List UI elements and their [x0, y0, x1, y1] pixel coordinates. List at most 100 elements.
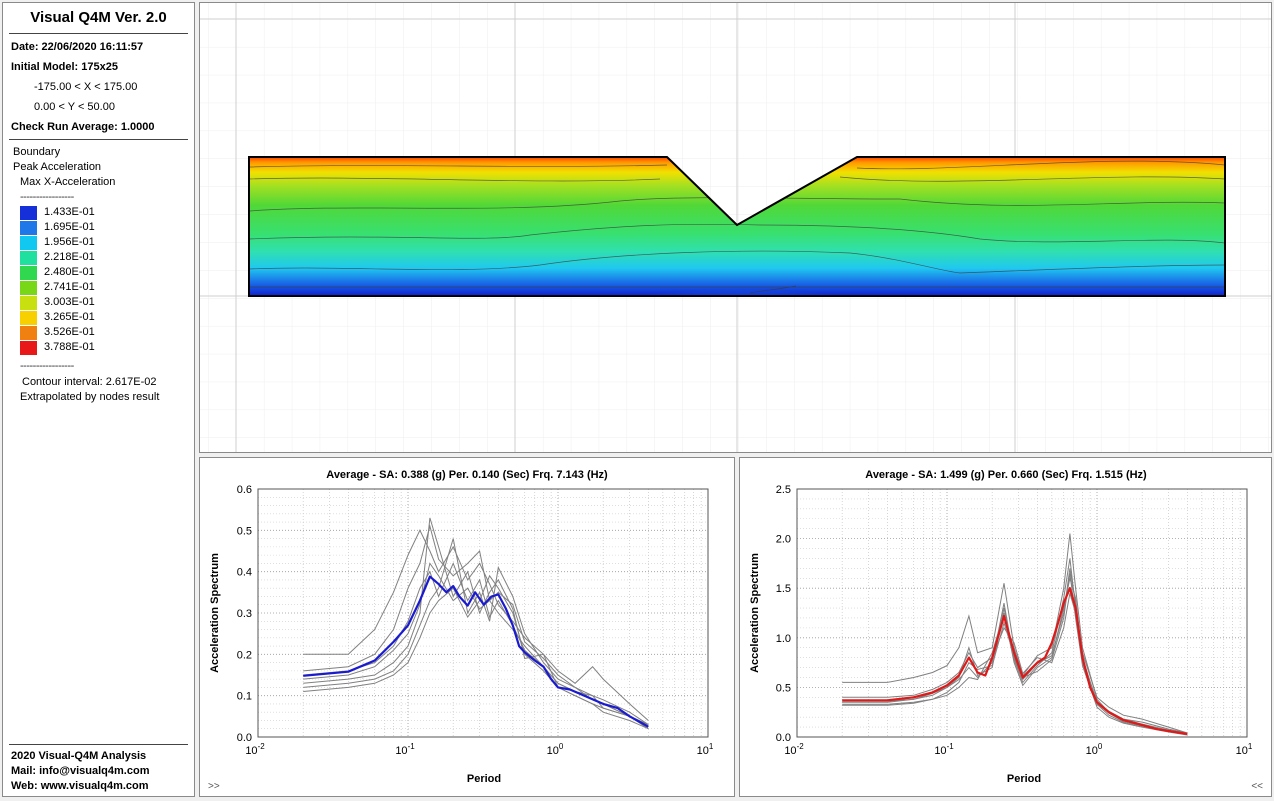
spectrum-chart-average-blue: Average - SA: 0.388 (g) Per. 0.140 (Sec)… — [199, 457, 735, 797]
legend-label: 1.695E-01 — [44, 221, 95, 233]
y-tick-label: 0.3 — [237, 608, 252, 620]
legend-swatch — [20, 311, 37, 325]
legend-label: 2.741E-01 — [44, 281, 95, 293]
dash-separator: ----------------- — [20, 360, 74, 372]
legend-item: 3.526E-01 — [20, 325, 190, 340]
legend-item: 1.433E-01 — [20, 205, 190, 220]
spectrum-chart-left: Average - SA: 0.388 (g) Per. 0.140 (Sec)… — [209, 469, 714, 785]
plot-frame — [796, 488, 1248, 738]
y-tick-label: 0.1 — [237, 691, 252, 703]
chart-title: Average - SA: 0.388 (g) Per. 0.140 (Sec)… — [326, 469, 608, 481]
footer-copyright: 2020 Visual-Q4M Analysis — [11, 750, 147, 762]
x-tick-label: 100 — [547, 742, 564, 757]
legend-item: 3.788E-01 — [20, 340, 190, 355]
tick-labels: 0.0 0.5 1.0 1.5 2.0 2.5 10-2 10-1 100 101 — [776, 484, 1253, 757]
legend-label: 3.526E-01 — [44, 326, 95, 338]
x-tick-label: 101 — [697, 742, 714, 757]
legend-swatch — [20, 251, 37, 265]
legend-item: 2.218E-01 — [20, 250, 190, 265]
y-tick-label: 0.2 — [237, 649, 252, 661]
y-range: 0.00 < Y < 50.00 — [34, 101, 115, 113]
app-title: Visual Q4M Ver. 2.0 — [30, 9, 167, 26]
legend-item: 1.695E-01 — [20, 220, 190, 235]
x-tick-label: 10-2 — [245, 742, 265, 757]
spectrum-chart-right: Average - SA: 1.499 (g) Per. 0.660 (Sec)… — [749, 469, 1253, 785]
model-view-panel[interactable] — [199, 2, 1272, 453]
legend-label: 3.788E-01 — [44, 341, 95, 353]
model-canvas[interactable] — [200, 3, 1271, 452]
x-tick-label: 10-1 — [934, 742, 954, 757]
record-line — [842, 533, 1188, 734]
y-tick-label: 0.0 — [776, 732, 791, 744]
record-line — [303, 524, 649, 726]
record-series — [842, 533, 1188, 736]
y-tick-label: 0.4 — [237, 567, 252, 579]
max-x-acceleration-label: Max X-Acceleration — [20, 176, 116, 188]
average-series — [303, 575, 649, 728]
chart-title: Average - SA: 1.499 (g) Per. 0.660 (Sec)… — [865, 469, 1147, 481]
legend-item: 2.741E-01 — [20, 280, 190, 295]
boundary-label: Boundary — [13, 146, 61, 158]
legend-swatch — [20, 281, 37, 295]
x-tick-label: 100 — [1086, 742, 1103, 757]
spectrum-chart-average-red: Average - SA: 1.499 (g) Per. 0.660 (Sec)… — [739, 457, 1272, 797]
grid — [257, 489, 708, 738]
legend-swatch — [20, 296, 37, 310]
average-series — [842, 587, 1188, 736]
y-tick-label: 1.0 — [776, 633, 791, 645]
legend-swatch — [20, 236, 37, 250]
peak-acceleration-label: Peak Acceleration — [13, 161, 102, 173]
initial-model: Initial Model: 175x25 — [11, 61, 118, 73]
legend-swatch — [20, 326, 37, 340]
record-line — [842, 593, 1188, 734]
record-series — [303, 517, 649, 730]
y-tick-label: 0.5 — [776, 682, 791, 694]
legend-swatch — [20, 221, 37, 235]
divider — [9, 744, 188, 745]
average-line — [842, 587, 1188, 736]
x-axis-label: Period — [1007, 773, 1041, 785]
legend-item: 2.480E-01 — [20, 265, 190, 280]
plot-frame — [257, 488, 709, 738]
y-axis-label: Acceleration Spectrum — [749, 553, 761, 673]
collapse-nav-button[interactable]: << — [1251, 781, 1263, 792]
y-axis-label: Acceleration Spectrum — [209, 553, 221, 673]
info-sidebar: Visual Q4M Ver. 2.0 Date: 22/06/2020 16:… — [2, 2, 195, 797]
legend-item: 3.003E-01 — [20, 295, 190, 310]
divider — [9, 139, 188, 140]
x-tick-label: 10-2 — [784, 742, 804, 757]
legend-label: 1.433E-01 — [44, 206, 95, 218]
expand-nav-button[interactable]: >> — [208, 781, 220, 792]
legend-swatch — [20, 341, 37, 355]
legend-label: 1.956E-01 — [44, 236, 95, 248]
x-tick-label: 101 — [1236, 742, 1253, 757]
y-tick-label: 0.5 — [237, 525, 252, 537]
check-run-average: Check Run Average: 1.0000 — [11, 121, 155, 133]
x-range: -175.00 < X < 175.00 — [34, 81, 138, 93]
y-tick-label: 1.5 — [776, 583, 791, 595]
extrapolation-note: Extrapolated by nodes result — [20, 391, 160, 403]
footer-website: Web: www.visualq4m.com — [11, 780, 149, 792]
legend-label: 2.218E-01 — [44, 251, 95, 263]
x-axis-label: Period — [467, 773, 501, 785]
record-line — [303, 529, 649, 721]
model-boundary — [248, 156, 1226, 297]
run-date: Date: 22/06/2020 16:11:57 — [11, 41, 144, 53]
divider — [9, 33, 188, 34]
y-tick-label: 2.0 — [776, 534, 791, 546]
legend-label: 2.480E-01 — [44, 266, 95, 278]
y-tick-label: 2.5 — [776, 484, 791, 496]
average-line — [303, 575, 649, 728]
legend-swatch — [20, 206, 37, 220]
x-tick-label: 10-1 — [395, 742, 415, 757]
dash-separator: ----------------- — [20, 191, 74, 203]
legend-label: 3.265E-01 — [44, 311, 95, 323]
legend-label: 3.003E-01 — [44, 296, 95, 308]
legend-item: 1.956E-01 — [20, 235, 190, 250]
tick-labels: 0.0 0.1 0.2 0.3 0.4 0.5 0.6 10-2 10-1 100 101 — [237, 484, 714, 757]
y-tick-label: 0.6 — [237, 484, 252, 496]
record-line — [303, 538, 649, 726]
contour-interval: Contour interval: 2.617E-02 — [22, 376, 157, 388]
record-line — [842, 573, 1188, 736]
footer-email: Mail: info@visualq4m.com — [11, 765, 150, 777]
